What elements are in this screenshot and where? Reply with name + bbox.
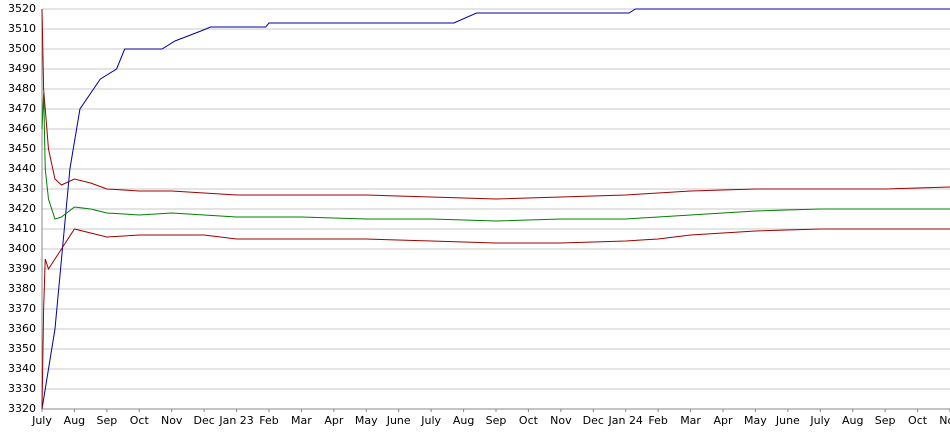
y-tick-label: 3490 [8, 62, 36, 75]
y-tick-label: 3500 [8, 42, 36, 55]
y-tick-label: 3440 [8, 162, 36, 175]
x-tick-label: Jan 23 [218, 414, 253, 427]
x-tick-label: Oct [130, 414, 150, 427]
y-tick-label: 3520 [8, 2, 36, 15]
x-tick-label: Dec [193, 414, 214, 427]
series-line [41, 8, 950, 200]
x-tick-label: Sep [875, 414, 896, 427]
x-tick-label: Apr [324, 414, 344, 427]
y-tick-label: 3420 [8, 202, 36, 215]
x-tick-label: Nov [550, 414, 572, 427]
x-tick-label: Jan 24 [607, 414, 642, 427]
x-tick-label: Aug [453, 414, 474, 427]
y-tick-label: 3450 [8, 142, 36, 155]
y-tick-label: 3510 [8, 22, 36, 35]
x-tick-label: May [355, 414, 378, 427]
y-tick-label: 3380 [8, 282, 36, 295]
series-line [41, 92, 950, 222]
series-line [41, 8, 950, 410]
x-tick-label: Sep [486, 414, 507, 427]
x-tick-label: Mar [291, 414, 312, 427]
x-tick-label: June [775, 414, 800, 427]
y-tick-label: 3330 [8, 382, 36, 395]
y-tick-label: 3410 [8, 222, 36, 235]
x-tick-label: Oct [519, 414, 539, 427]
x-tick-label: July [420, 414, 441, 427]
y-tick-label: 3360 [8, 322, 36, 335]
x-tick-label: Feb [259, 414, 278, 427]
x-tick-label: Aug [842, 414, 863, 427]
x-tick-label: Feb [648, 414, 667, 427]
x-tick-label: Oct [908, 414, 928, 427]
x-tick-label: July [809, 414, 830, 427]
x-tick-label: Dec [583, 414, 604, 427]
series-line [41, 228, 950, 410]
x-tick-label: May [744, 414, 767, 427]
y-tick-label: 3350 [8, 342, 36, 355]
x-tick-label: Sep [96, 414, 117, 427]
x-tick-label: July [31, 414, 52, 427]
y-tick-label: 3340 [8, 362, 36, 375]
x-tick-label: Aug [64, 414, 85, 427]
y-tick-label: 3370 [8, 302, 36, 315]
y-tick-label: 3480 [8, 82, 36, 95]
y-tick-label: 3460 [8, 122, 36, 135]
y-tick-label: 3320 [8, 402, 36, 415]
x-tick-label: Nov [161, 414, 183, 427]
x-tick-label: Nov [939, 414, 950, 427]
y-tick-label: 3430 [8, 182, 36, 195]
x-tick-label: Mar [680, 414, 701, 427]
y-tick-label: 3470 [8, 102, 36, 115]
x-tick-label: Apr [713, 414, 733, 427]
y-tick-label: 3400 [8, 242, 36, 255]
x-tick-label: June [386, 414, 411, 427]
y-tick-label: 3390 [8, 262, 36, 275]
